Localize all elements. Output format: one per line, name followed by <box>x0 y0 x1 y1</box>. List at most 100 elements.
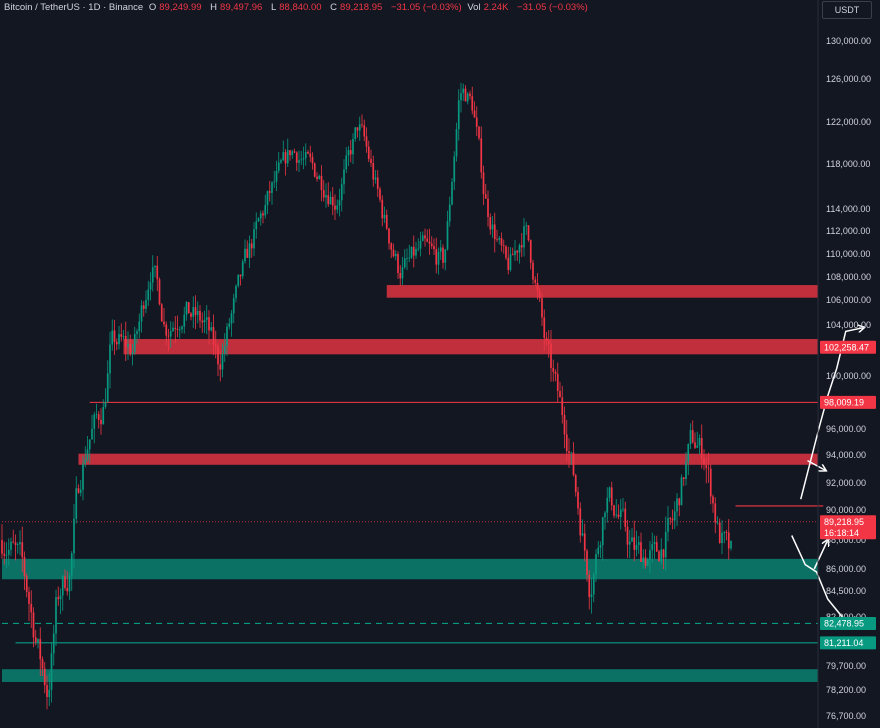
candle <box>628 530 631 559</box>
candle <box>298 150 300 173</box>
candle <box>127 331 129 360</box>
candle <box>68 572 71 600</box>
candle <box>102 399 105 425</box>
resistance-zone-2[interactable] <box>78 453 819 465</box>
candle <box>493 212 496 253</box>
candle <box>255 212 258 239</box>
candle <box>210 321 213 332</box>
candle <box>718 518 721 544</box>
candle <box>151 255 154 292</box>
candle <box>446 210 449 251</box>
candle <box>113 319 116 355</box>
candle <box>147 280 150 307</box>
candle <box>34 629 37 646</box>
candle <box>523 217 525 257</box>
volume-change: −31.05 (−0.03%) <box>517 2 588 13</box>
candle <box>190 311 192 321</box>
price-tick-label: 84,500.00 <box>826 586 866 596</box>
candle <box>10 537 12 557</box>
candle <box>615 499 618 519</box>
projection-arrow-bullish[interactable] <box>800 328 864 500</box>
candle <box>536 273 539 300</box>
candle <box>21 526 24 573</box>
candle <box>19 530 21 556</box>
currency-button[interactable]: USDT <box>822 1 872 19</box>
candle <box>203 310 206 333</box>
candle <box>601 516 604 561</box>
candle <box>322 180 325 202</box>
candle <box>532 259 534 285</box>
candle <box>559 381 561 398</box>
price-tick-label: 110,000.00 <box>826 249 870 259</box>
candle <box>401 256 404 285</box>
candle <box>381 195 384 227</box>
symbol-title[interactable]: Bitcoin / TetherUS · 1D · Binance <box>4 2 144 13</box>
price-label: 82,478.95 <box>820 616 876 630</box>
candle <box>241 259 244 280</box>
candle <box>228 317 231 330</box>
candle <box>453 151 456 191</box>
candle <box>334 194 336 220</box>
candle <box>577 486 579 515</box>
candle <box>518 243 521 264</box>
high-value: H 89,497.96 <box>210 2 263 13</box>
candle <box>525 221 528 236</box>
candle <box>106 360 109 403</box>
candle <box>473 101 476 118</box>
price-tick-label: 126,000.00 <box>826 74 871 84</box>
candle <box>617 504 620 520</box>
candle <box>487 190 489 227</box>
candle <box>163 307 165 328</box>
candle <box>259 210 262 226</box>
candle <box>563 406 566 449</box>
candle <box>700 424 703 469</box>
candle <box>142 301 145 317</box>
candle <box>187 302 190 314</box>
svg-text:98,009.19: 98,009.19 <box>824 398 864 408</box>
projection-arrow-bounce-up[interactable] <box>813 540 828 570</box>
candle <box>280 158 282 164</box>
candle <box>16 542 19 554</box>
candle <box>403 249 406 269</box>
resistance-zone-0[interactable] <box>386 285 818 298</box>
candle <box>91 414 93 440</box>
candle <box>444 248 447 271</box>
candle <box>300 150 303 166</box>
candle <box>408 244 411 263</box>
support-zone-4[interactable] <box>2 669 818 682</box>
candle <box>232 293 235 324</box>
candle <box>361 114 363 128</box>
candle <box>57 586 60 606</box>
candle <box>55 589 57 647</box>
candle <box>97 410 100 429</box>
price-tick-label: 94,000.00 <box>826 450 866 460</box>
svg-text:81,211.04: 81,211.04 <box>824 638 863 648</box>
candle <box>5 542 8 569</box>
candle <box>239 274 242 286</box>
open-value: O 89,249.99 <box>148 2 202 13</box>
candle <box>327 182 330 207</box>
candle <box>354 126 357 142</box>
candle <box>653 535 656 560</box>
candle <box>304 143 307 166</box>
candle <box>124 321 127 362</box>
candle <box>698 434 701 455</box>
candle <box>597 541 600 558</box>
low-value: L 88,840.00 <box>270 2 322 13</box>
candle <box>415 241 417 259</box>
candle <box>28 586 30 622</box>
support-zone-3[interactable] <box>2 558 818 580</box>
candle <box>554 369 557 382</box>
candle <box>412 235 415 268</box>
candle <box>505 245 507 261</box>
candle <box>214 330 217 359</box>
candle <box>284 148 287 176</box>
projection-arrow-bounce-down[interactable] <box>807 459 826 471</box>
price-tick-label: 112,000.00 <box>826 226 870 236</box>
candle <box>457 89 460 141</box>
candle <box>282 140 285 161</box>
candle <box>426 229 429 243</box>
resistance-zone-1[interactable] <box>123 339 819 355</box>
svg-text:102,258.47: 102,258.47 <box>824 342 869 352</box>
